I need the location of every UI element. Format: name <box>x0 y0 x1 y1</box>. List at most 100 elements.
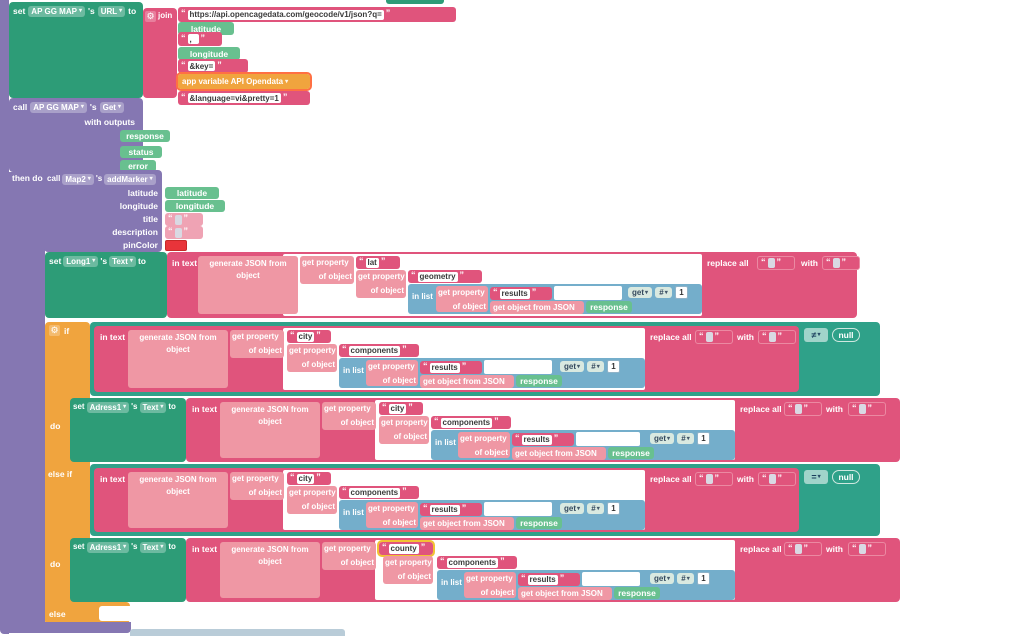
adress1-dropdown[interactable]: Adress1 ▾ <box>86 401 130 413</box>
index-type-dropdown[interactable]: # ▾ <box>677 433 694 444</box>
comma-string-block[interactable]: “,” <box>178 32 222 46</box>
text-prop-dropdown[interactable]: Text ▾ <box>109 255 136 267</box>
null-block[interactable]: null <box>832 328 860 342</box>
index-number-field[interactable]: 1 <box>607 502 620 515</box>
county-string-block[interactable]: “county” <box>377 540 435 557</box>
not-equal-dropdown[interactable]: ≠ ▾ <box>804 328 828 342</box>
description-text-field[interactable] <box>174 227 182 238</box>
response-variable-block[interactable]: response <box>608 447 654 459</box>
replace-with-string[interactable]: “” <box>822 256 860 270</box>
text-prop-dropdown[interactable]: Text ▾ <box>139 401 167 413</box>
get-property-block[interactable]: get property of object <box>458 432 510 458</box>
components-string-block[interactable]: “components” <box>437 556 517 569</box>
replace-with-string[interactable]: “” <box>848 402 886 416</box>
get-property-block[interactable]: get property of object <box>230 330 284 358</box>
add-marker-block[interactable]: call Map2 ▾ 's addMarker ▾ latitude longit… <box>44 170 162 252</box>
index-type-dropdown[interactable]: # ▾ <box>655 287 672 298</box>
generate-json-block[interactable]: generate JSON from object <box>220 402 320 458</box>
status-output-block[interactable]: status <box>120 146 162 158</box>
get-property-block[interactable]: get property of object <box>379 416 429 444</box>
null-block[interactable]: null <box>832 470 860 484</box>
get-dropdown[interactable]: get ▾ <box>650 573 674 584</box>
get-dropdown[interactable]: get ▾ <box>560 503 584 514</box>
index-type-dropdown[interactable]: # ▾ <box>677 573 694 584</box>
index-type-dropdown[interactable]: # ▾ <box>587 361 604 372</box>
key-text-field[interactable]: &key= <box>187 61 216 71</box>
results-string-block[interactable]: “results” <box>490 287 552 300</box>
get-dropdown[interactable]: get ▾ <box>628 287 652 298</box>
generate-json-block[interactable]: generate JSON from object <box>198 256 298 314</box>
replace-find-string[interactable]: “” <box>695 330 733 344</box>
city-string-block[interactable]: “city” <box>287 472 331 485</box>
lat-string-block[interactable]: “lat” <box>356 256 400 269</box>
get-property-block[interactable]: get property of object <box>300 256 354 284</box>
get-object-from-json-block[interactable]: get object from JSON <box>512 447 606 460</box>
get-property-block[interactable]: get property of object <box>287 486 337 514</box>
get-property-block[interactable]: get property of object <box>436 286 488 312</box>
call-block-bottom[interactable] <box>9 622 131 633</box>
components-string-block[interactable]: “components” <box>431 416 511 429</box>
title-text-field[interactable] <box>174 214 182 225</box>
get-property-block[interactable]: get property of object <box>383 556 433 584</box>
url-text-field[interactable]: https://api.opencagedata.com/geocode/v1/… <box>187 9 384 20</box>
get-dropdown[interactable]: get ▾ <box>560 361 584 372</box>
long1-dropdown[interactable]: Long1 ▾ <box>63 255 99 267</box>
replace-find-string[interactable]: “” <box>695 472 733 486</box>
title-string-block[interactable]: “” <box>165 213 203 226</box>
get-property-block[interactable]: get property of object <box>356 270 406 298</box>
components-string-block[interactable]: “components” <box>339 486 419 499</box>
get-object-from-json-block[interactable]: get object from JSON <box>420 375 514 388</box>
response-variable-block[interactable]: response <box>516 517 562 529</box>
index-number-field[interactable]: 1 <box>675 286 688 299</box>
results-string-block[interactable]: “results” <box>420 361 482 374</box>
index-number-field[interactable]: 1 <box>607 360 620 373</box>
get-property-block[interactable]: get property of object <box>230 472 284 500</box>
index-number-field[interactable]: 1 <box>697 432 710 445</box>
get-property-block[interactable]: get property of object <box>322 402 376 430</box>
gear-icon[interactable]: ⚙ <box>145 10 156 22</box>
description-string-block[interactable]: “” <box>165 226 203 239</box>
set-adress1-block[interactable]: set Adress1 ▾ 's Text ▾ to <box>70 538 186 602</box>
results-string-block[interactable]: “results” <box>420 503 482 516</box>
generate-json-block[interactable]: generate JSON from object <box>220 542 320 598</box>
get-property-block[interactable]: get property of object <box>322 542 376 570</box>
components-string-block[interactable]: “components” <box>339 344 419 357</box>
get-property-block[interactable]: get property of object <box>366 360 418 386</box>
pin-color-swatch[interactable] <box>165 240 187 251</box>
text-prop-dropdown[interactable]: Text ▾ <box>139 541 167 553</box>
component-dropdown[interactable]: AP GG MAP ▾ <box>28 5 85 17</box>
lang-string-block[interactable]: “&language=vi&pretty=1” <box>178 91 310 105</box>
get-object-from-json-block[interactable]: get object from JSON <box>420 517 514 530</box>
outer-block-left-bar[interactable] <box>0 0 9 634</box>
adress1-dropdown[interactable]: Adress1 ▾ <box>86 541 130 553</box>
equal-dropdown[interactable]: = ▾ <box>804 470 828 484</box>
response-variable-block[interactable]: response <box>516 375 562 387</box>
set-long1-block[interactable]: set Long1 ▾ 's Text ▾ to <box>45 252 167 318</box>
replace-find-string[interactable]: “” <box>757 256 795 270</box>
get-dropdown[interactable]: get ▾ <box>650 433 674 444</box>
error-output-block[interactable]: error <box>120 160 156 172</box>
city-string-block[interactable]: “city” <box>379 402 423 415</box>
response-variable-block[interactable]: response <box>586 301 632 313</box>
replace-with-string[interactable]: “” <box>758 330 796 344</box>
geometry-string-block[interactable]: “geometry” <box>408 270 482 283</box>
url-prop-dropdown[interactable]: URL ▾ <box>97 5 126 17</box>
generate-json-block[interactable]: generate JSON from object <box>128 330 228 388</box>
longitude-variable-block[interactable]: longitude <box>165 200 225 212</box>
lang-text-field[interactable]: &language=vi&pretty=1 <box>187 93 281 103</box>
response-variable-block[interactable]: response <box>614 587 660 599</box>
generate-json-block[interactable]: generate JSON from object <box>128 472 228 528</box>
results-string-block[interactable]: “results” <box>518 573 580 586</box>
replace-with-string[interactable]: “” <box>848 542 886 556</box>
index-type-dropdown[interactable]: # ▾ <box>587 503 604 514</box>
join-block[interactable]: ⚙ join <box>143 8 177 98</box>
index-number-field[interactable]: 1 <box>697 572 710 585</box>
latitude-variable-block[interactable]: latitude <box>165 187 219 199</box>
response-output-block[interactable]: response <box>120 130 170 142</box>
app-variable-block[interactable]: app variable API Opendata ▾ <box>176 72 312 91</box>
map2-dropdown[interactable]: Map2 ▾ <box>62 173 94 185</box>
longitude-variable-block[interactable]: longitude <box>178 47 240 60</box>
get-object-from-json-block[interactable]: get object from JSON <box>518 587 612 600</box>
results-string-block[interactable]: “results” <box>512 433 574 446</box>
call-block-body[interactable] <box>9 172 45 633</box>
